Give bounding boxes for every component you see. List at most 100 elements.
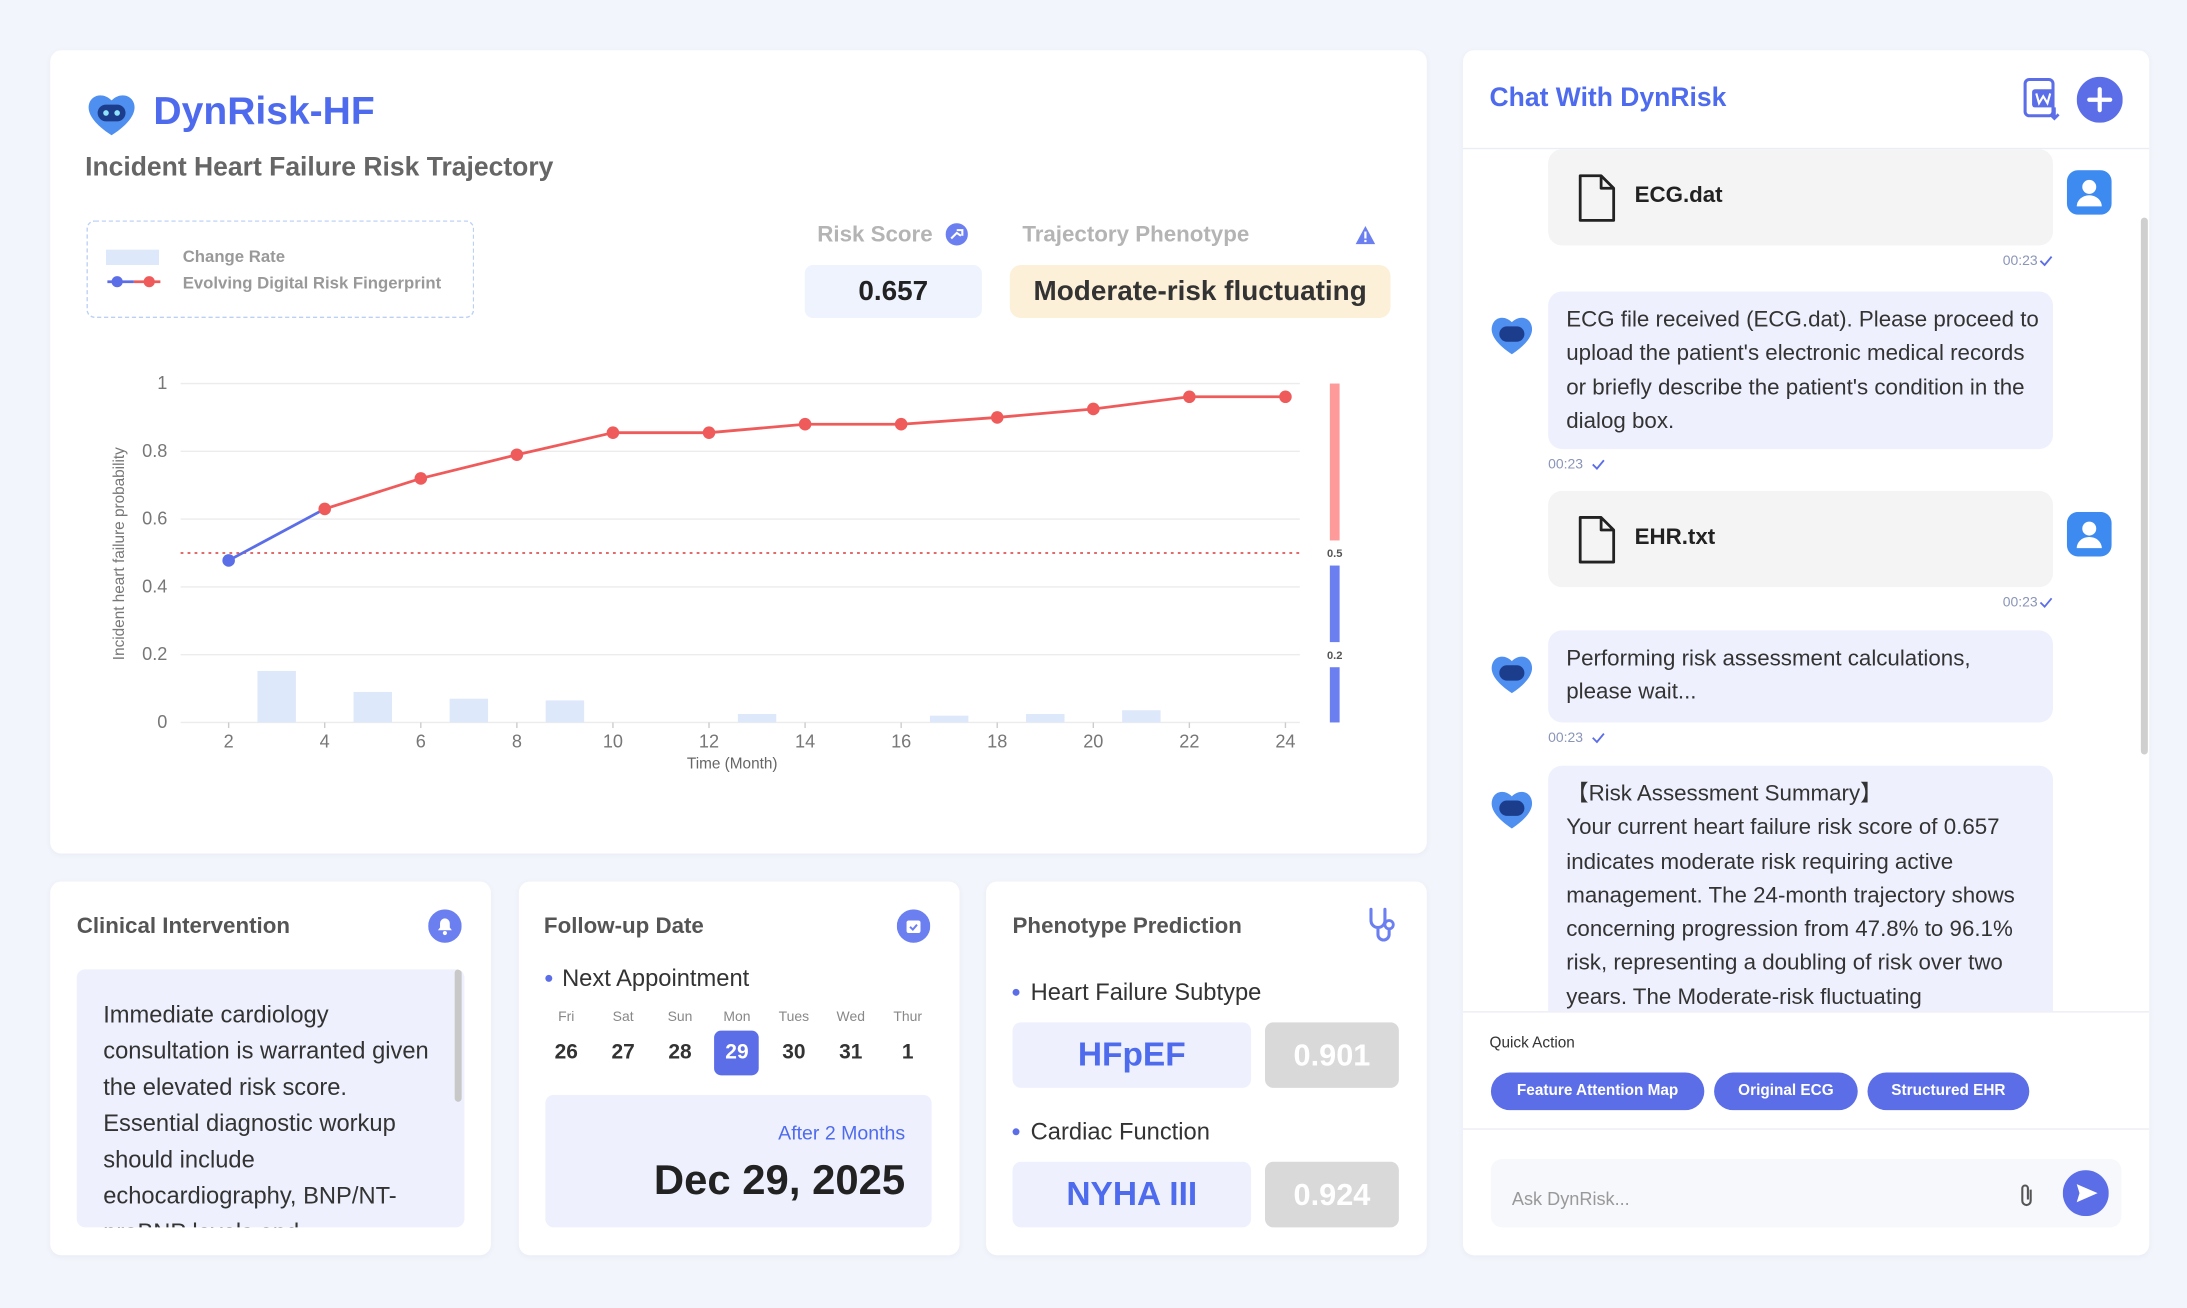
avatar-face [1499,665,1525,681]
word-export-button[interactable] [2021,77,2063,122]
followup-card: Follow-up Date Next Appointment After 2 … [518,881,960,1256]
bar [449,698,489,723]
message-bubble: 【Risk Assessment Summary】 Your current he… [1548,765,2053,1012]
point [1087,402,1100,416]
day[interactable]: 28 [668,1040,692,1065]
date-box: After 2 Months Dec 29, 2025 [545,1094,932,1228]
file-name: EHR.txt [1634,525,1716,550]
item-score: 0.924 [1264,1161,1399,1228]
send-button[interactable] [2062,1170,2109,1217]
attach-button[interactable] [2017,1181,2037,1209]
line-segment [901,416,998,426]
timestamp: 00:23 [1548,457,1584,473]
weekday: Mon [723,1009,751,1026]
point [894,417,908,431]
card-title: Clinical Intervention [76,914,290,939]
bell-icon [428,909,462,943]
user-avatar [2066,170,2112,215]
bar [929,715,969,723]
colorbar-segment [1329,383,1340,541]
line-segment [324,477,422,511]
legend-swatch [105,249,159,265]
x-tick-label: 18 [987,732,1007,752]
quick-action-button[interactable]: Feature Attention Map [1490,1072,1705,1111]
y-tick-label: 0.2 [142,644,167,664]
day[interactable]: 30 [782,1040,806,1065]
bot-avatar [1491,791,1533,829]
day[interactable]: 1 [901,1040,914,1065]
point [222,554,235,567]
selected-day[interactable]: 29 [714,1030,760,1076]
user-avatar [2066,511,2112,557]
colorbar-label: 0.2 [1327,650,1343,662]
line-segment [420,453,518,480]
check [2039,597,2053,609]
item-value: NYHA III [1012,1161,1252,1228]
item-value: HFpEF [1012,1022,1252,1088]
x-tick-label: 2 [224,732,234,752]
message-content: Performing risk assessment calculations,… [1566,643,2040,711]
line-segment [997,407,1094,419]
point [318,502,331,516]
quick-action-button[interactable]: Structured EHR [1867,1072,2030,1111]
file-outline [1578,174,1616,222]
colorbar-label: 0.5 [1327,548,1343,560]
point [1279,390,1292,404]
quick-action-button[interactable]: Original ECG [1714,1072,1858,1111]
day[interactable]: 31 [839,1040,863,1065]
timestamp: 00:23 [2002,253,2038,270]
avatar-body [2076,536,2102,549]
risk-score-value: 0.657 [804,264,982,318]
avatar-face [1499,800,1525,816]
message-list: ECG.dat 00:23 ECG file received (ECG.dat).… [1463,149,2138,1012]
avatar-face [1499,326,1525,342]
legend-label: Evolving Digital Risk Fingerprint [182,273,442,293]
x-tick-label: 20 [1083,732,1103,752]
point [606,426,620,439]
timestamp: 00:23 [2002,595,2038,611]
scrollbar[interactable] [454,969,462,1102]
scrollbar[interactable] [2140,217,2148,755]
appointment-date: Dec 29, 2025 [653,1157,906,1204]
check [1592,733,1605,744]
card-title: Follow-up Date [543,914,704,939]
x-tick-label: 8 [512,732,522,752]
risk-score-label: Risk Score [817,223,933,247]
trajectory-card: DynRisk-HF Incident Heart Failure Risk T… [50,50,1427,854]
timestamp: 00:23 [1548,730,1584,747]
new-chat-button[interactable] [2076,76,2123,123]
subtitle: Next Appointment [562,965,750,992]
line-segment [516,431,614,457]
y-tick-label: 0.6 [142,509,167,529]
y-axis-label: Incident heart failure probability [111,447,128,660]
read-check [2039,256,2053,267]
day[interactable]: 26 [554,1040,578,1065]
text-box: Immediate cardiology consultation is war… [76,969,465,1228]
x-tick-label: 16 [891,732,911,752]
point [798,417,812,431]
y-tick-label: 0.4 [142,576,167,596]
point [702,426,716,439]
bot-avatar [1491,656,1533,694]
day[interactable]: 27 [611,1040,635,1065]
legend: Change Rate Evolving Digital Risk Finger… [86,220,475,318]
chat-input[interactable]: Ask DynRisk... [1490,1158,2122,1228]
chat-title: Chat With DynRisk [1489,83,1727,113]
bar [1026,713,1065,723]
bullet [1012,1128,1020,1136]
weekday: Thur [893,1009,923,1026]
weekday: Tues [778,1009,810,1026]
y-tick-label: 0 [157,712,167,732]
item-score: 0.901 [1264,1022,1399,1088]
colorbar-segment [1329,667,1340,723]
weekday: Sun [667,1009,693,1026]
file-icon [1578,516,1616,564]
bar [737,713,777,723]
bar [545,700,585,723]
input-placeholder: Ask DynRisk... [1511,1188,1630,1210]
message-text: Your current heart failure risk score of… [1566,816,2015,1010]
message-content: 【Risk Assessment Summary】 Your current he… [1566,778,2040,1011]
divider [1463,1128,2150,1130]
